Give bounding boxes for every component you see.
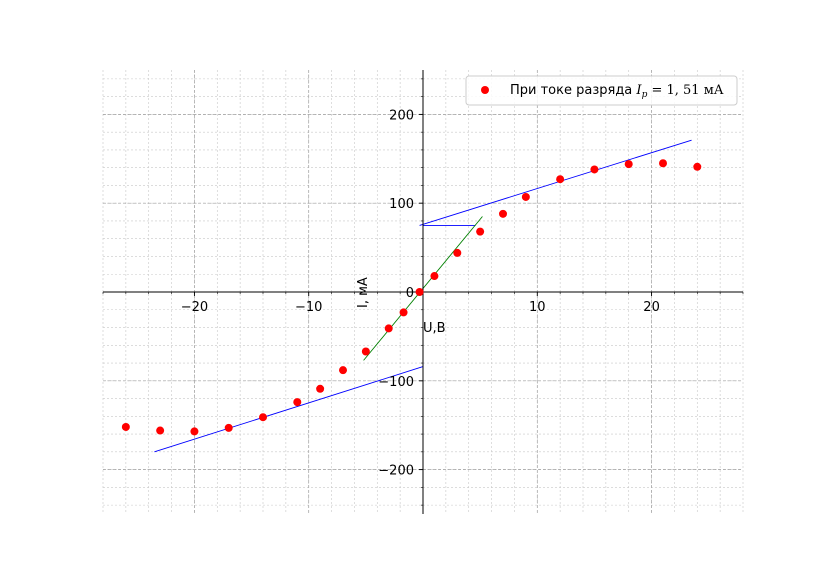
x-tick-label: 10 — [529, 300, 546, 315]
data-point — [399, 308, 408, 317]
data-point — [384, 324, 393, 333]
data-point — [556, 175, 565, 184]
data-point — [590, 165, 599, 174]
fit-line — [419, 139, 692, 226]
legend: При токе разряда Ip = 1, 51 мА — [465, 75, 738, 106]
data-point — [224, 423, 233, 432]
data-point — [430, 272, 439, 281]
data-point — [156, 426, 165, 435]
x-tick-label: 20 — [643, 300, 660, 315]
data-point — [259, 413, 267, 422]
data-point — [521, 192, 530, 201]
data-points — [121, 159, 702, 436]
data-point — [693, 162, 702, 171]
axis-ticks: −20 −10 10 20 −200 −100 0 100 200 — [102, 78, 744, 506]
x-axis-label: U,B — [423, 321, 446, 336]
data-point — [190, 427, 199, 436]
y-tick-label: 0 — [406, 286, 414, 301]
legend-prefix: При токе разряда — [510, 83, 636, 98]
y-tick-label: −100 — [378, 375, 414, 390]
data-point — [339, 366, 347, 375]
legend-marker — [481, 86, 489, 94]
legend-subscript: p — [642, 90, 648, 100]
data-point — [293, 398, 302, 407]
y-axis-label: I, мА — [356, 277, 371, 308]
x-tick-label: −20 — [181, 300, 208, 315]
legend-suffix: = 1, 51 мА — [647, 83, 723, 98]
x-tick-label: −10 — [295, 300, 322, 315]
data-point — [659, 159, 667, 168]
data-point — [476, 227, 485, 236]
y-tick-label: 200 — [389, 108, 414, 123]
legend-box — [465, 75, 738, 106]
fit-line — [154, 366, 424, 453]
data-point — [316, 384, 325, 393]
data-point — [121, 422, 130, 431]
y-tick-label: −200 — [378, 464, 414, 479]
y-tick-label: 100 — [389, 197, 414, 212]
data-point — [624, 160, 633, 169]
data-point — [361, 347, 370, 356]
legend-symbol: I — [635, 83, 642, 98]
data-point — [499, 209, 507, 218]
legend-label: При токе разряда Ip = 1, 51 мА — [510, 83, 724, 100]
data-point — [453, 248, 462, 257]
data-point — [415, 288, 424, 296]
